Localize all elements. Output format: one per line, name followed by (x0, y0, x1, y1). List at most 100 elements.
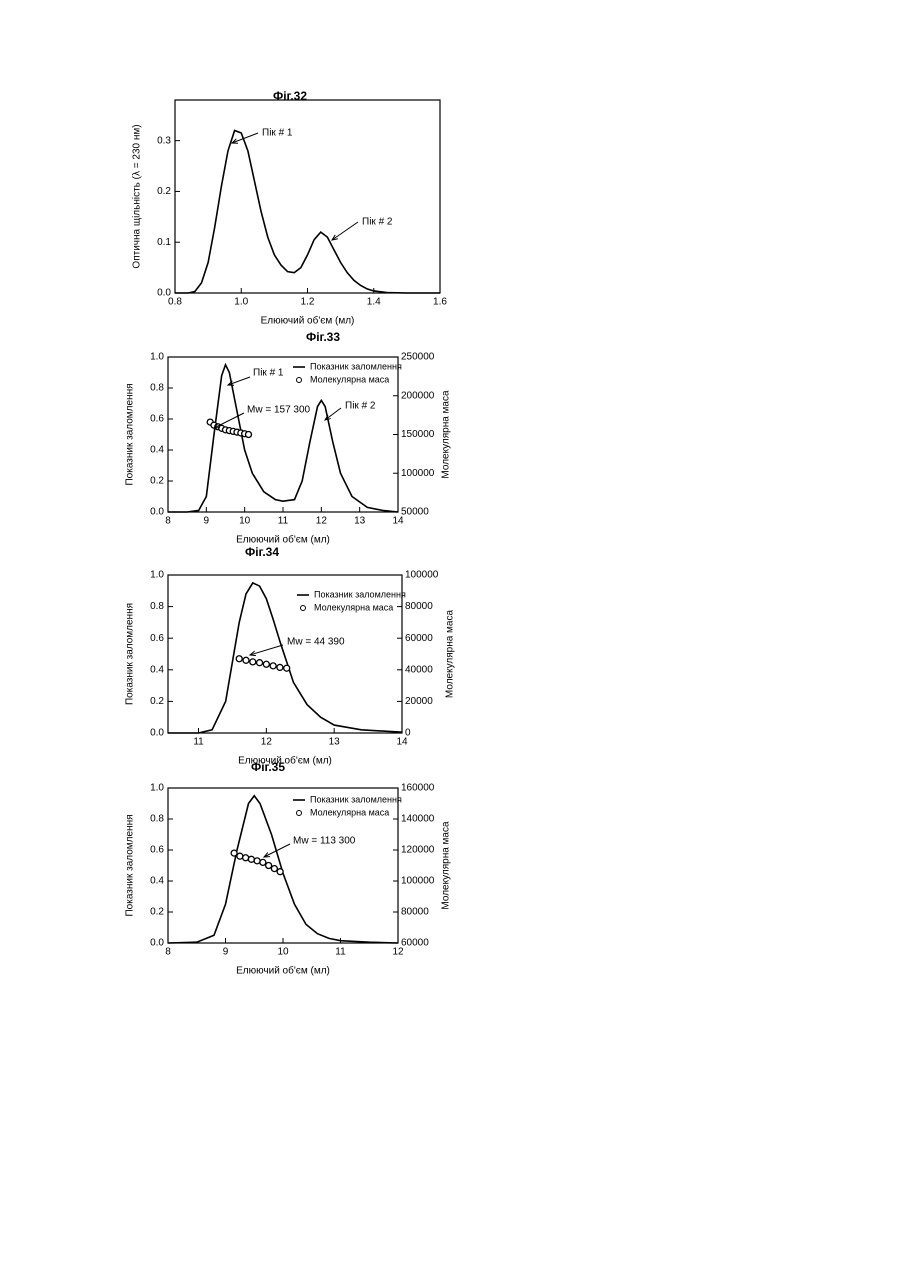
x-tick-label: 10 (239, 516, 251, 527)
annotation: Пік # 2 (345, 401, 376, 412)
data-point (254, 858, 260, 864)
data-point (246, 432, 252, 438)
y2-tick-label: 140000 (401, 814, 435, 825)
chart-title: Фіг.32 (273, 89, 307, 103)
data-point (243, 855, 249, 861)
y2-axis-label: Молекулярна маса (441, 390, 452, 479)
y-tick-label: 1.0 (150, 570, 164, 581)
y-tick-label: 0.6 (150, 414, 164, 425)
y-tick-label: 0.4 (150, 445, 164, 456)
y-tick-label: 0.2 (157, 186, 171, 197)
annotation-arrow (332, 222, 358, 240)
y2-tick-label: 100000 (401, 468, 435, 479)
y-axis-label: Показник заломлення (125, 383, 136, 485)
y2-tick-label: 100000 (405, 570, 439, 581)
annotation: Пік # 1 (253, 368, 284, 379)
x-tick-label: 1.2 (301, 297, 315, 308)
y-tick-label: 0.2 (150, 907, 164, 918)
x-tick-label: 13 (329, 737, 341, 748)
annotation: Mw = 44 390 (287, 637, 345, 648)
annotation: Пік # 2 (362, 217, 393, 228)
data-point (243, 657, 249, 663)
legend-swatch (297, 378, 302, 383)
x-tick-label: 11 (193, 737, 204, 748)
x-tick-label: 12 (261, 737, 273, 748)
x-tick-label: 1.4 (367, 297, 381, 308)
data-point (257, 660, 263, 666)
y-tick-label: 0.1 (157, 237, 171, 248)
data-point (284, 665, 290, 671)
data-point (248, 856, 254, 862)
data-point (277, 664, 283, 670)
x-tick-label: 8 (165, 516, 171, 527)
plot-frame (175, 100, 440, 293)
y2-tick-label: 160000 (401, 783, 435, 794)
annotation-arrow (250, 645, 283, 655)
y2-tick-label: 60000 (401, 938, 429, 949)
x-tick-label: 1.6 (433, 297, 447, 308)
y2-tick-label: 200000 (401, 390, 435, 401)
y-axis-label: Показник заломлення (125, 603, 136, 705)
annotation: Пік # 1 (262, 128, 293, 139)
y-tick-label: 0.2 (150, 476, 164, 487)
y-tick-label: 0.6 (150, 845, 164, 856)
legend-swatch (297, 811, 302, 816)
y2-tick-label: 40000 (405, 664, 433, 675)
y2-tick-label: 150000 (401, 429, 435, 440)
y-axis-label: Оптична щільність (λ = 230 нм) (132, 124, 143, 268)
x-tick-label: 8 (165, 947, 171, 958)
data-point (270, 663, 276, 669)
legend-label: Показник заломлення (310, 361, 402, 371)
x-tick-label: 11 (335, 947, 346, 958)
data-line (168, 796, 398, 943)
y-tick-label: 1.0 (150, 352, 164, 363)
legend-label: Молекулярна маса (310, 807, 389, 817)
data-point (237, 853, 243, 859)
chart-title: Фіг.34 (245, 545, 279, 559)
y2-axis-label: Молекулярна маса (441, 821, 452, 910)
y2-axis-label: Молекулярна маса (445, 610, 456, 699)
chart-title: Фіг.33 (306, 330, 340, 344)
legend-label: Показник заломлення (314, 589, 406, 599)
y-tick-label: 0.4 (150, 876, 164, 887)
y-tick-label: 0.8 (150, 601, 164, 612)
x-tick-label: 10 (277, 947, 289, 958)
data-point (236, 656, 242, 662)
y2-tick-label: 100000 (401, 876, 435, 887)
y-tick-label: 0.0 (157, 288, 171, 299)
data-point (231, 850, 237, 856)
annotation: Mw = 157 300 (247, 405, 311, 416)
annotation: Mw = 113 300 (293, 836, 356, 847)
y2-tick-label: 50000 (401, 507, 429, 518)
data-line (168, 365, 398, 512)
x-tick-label: 11 (278, 516, 289, 527)
x-tick-label: 13 (354, 516, 366, 527)
y2-tick-label: 80000 (405, 601, 433, 612)
y-tick-label: 0.0 (150, 507, 164, 518)
y2-tick-label: 20000 (405, 696, 433, 707)
data-point (266, 863, 272, 869)
y-tick-label: 1.0 (150, 783, 164, 794)
data-point (263, 661, 269, 667)
x-axis-label: Елюючий об'єм (мл) (236, 534, 330, 546)
chart-title: Фіг.35 (251, 760, 285, 774)
data-point (271, 866, 277, 872)
y-axis-label: Показник заломлення (125, 814, 136, 916)
data-line (175, 130, 440, 293)
legend-label: Показник заломлення (310, 794, 402, 804)
y-tick-label: 0.2 (150, 696, 164, 707)
x-axis-label: Елюючий об'єм (мл) (236, 965, 330, 977)
data-point (277, 869, 283, 875)
y2-tick-label: 80000 (401, 907, 429, 918)
y2-tick-label: 120000 (401, 845, 435, 856)
y-tick-label: 0.0 (150, 728, 164, 739)
y-tick-label: 0.4 (150, 664, 164, 675)
y2-tick-label: 60000 (405, 633, 433, 644)
x-tick-label: 9 (204, 516, 210, 527)
x-tick-label: 9 (223, 947, 229, 958)
y-tick-label: 0.6 (150, 633, 164, 644)
legend-swatch (301, 606, 306, 611)
x-axis-label: Елюючий об'єм (мл) (261, 315, 355, 327)
y-tick-label: 0.0 (150, 938, 164, 949)
x-tick-label: 1.0 (234, 297, 248, 308)
